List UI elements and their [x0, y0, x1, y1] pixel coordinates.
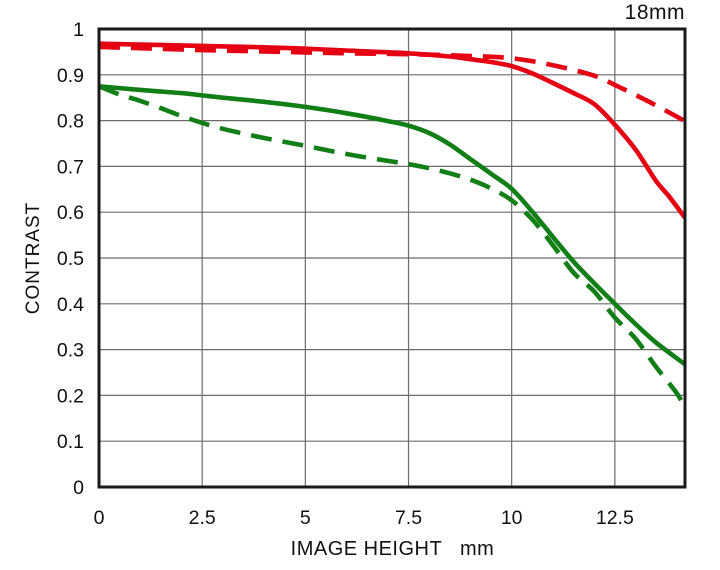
x-tick-label: 0 — [94, 507, 105, 529]
plot-border — [97, 27, 687, 489]
y-tick-label: 0.6 — [57, 202, 84, 224]
curve-red-dashed — [99, 44, 685, 124]
x-axis-title: IMAGE HEIGHT mm — [290, 538, 495, 560]
y-tick-label: 0.4 — [57, 294, 84, 316]
y-tick-label: 0.1 — [57, 431, 84, 453]
x-tick-label: 5 — [300, 507, 311, 529]
y-tick-label: 0.8 — [57, 111, 84, 133]
curve-green-solid — [99, 84, 685, 367]
x-tick-label: 7.5 — [395, 507, 422, 529]
x-tick-label: 10 — [501, 507, 523, 529]
y-tick-label: 0.3 — [57, 340, 84, 362]
y-tick-label: 0.5 — [57, 248, 84, 270]
y-tick-label: 0 — [73, 477, 84, 499]
curve-green-dashed — [99, 84, 685, 410]
y-tick-label: 0.2 — [57, 385, 84, 407]
y-tick-label: 0.7 — [57, 156, 84, 178]
x-tick-label: 2.5 — [189, 507, 216, 529]
chart-title: 18mm — [624, 1, 685, 24]
curve-red-solid — [99, 41, 685, 220]
x-tick-label: 12.5 — [596, 507, 634, 529]
y-tick-label: 0.9 — [57, 65, 84, 87]
y-tick-label: 1 — [73, 19, 84, 41]
